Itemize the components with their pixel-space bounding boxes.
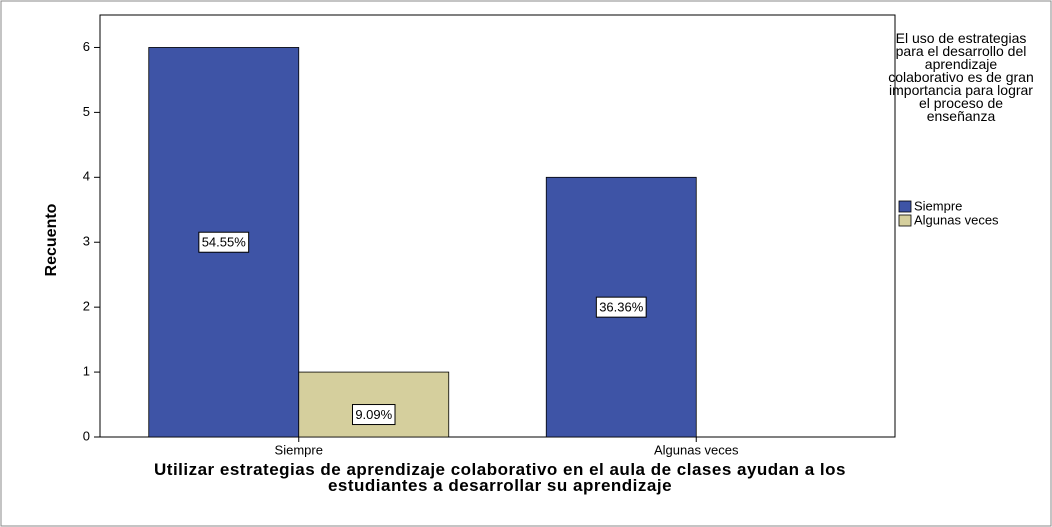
y-tick-label: 1: [83, 364, 90, 379]
y-tick-label: 0: [83, 428, 90, 443]
legend-title: El uso de estrategias para el desarrollo…: [888, 30, 1034, 124]
x-tick-label: Algunas veces: [654, 442, 739, 457]
y-tick-label: 6: [83, 39, 90, 54]
value-label: 36.36%: [599, 300, 644, 315]
y-tick-label: 4: [83, 169, 90, 184]
y-tick-label: 3: [83, 234, 90, 249]
y-tick-label: 5: [83, 104, 90, 119]
x-tick-label: Siempre: [275, 442, 323, 457]
value-label-box: [198, 231, 250, 253]
y-tick-label: 2: [83, 299, 90, 314]
value-label-box: [352, 404, 396, 426]
x-axis-title: Utilizar estrategias de aprendizaje cola…: [154, 460, 846, 495]
value-label: 9.09%: [355, 407, 392, 422]
legend-label: Siempre: [914, 198, 962, 213]
value-label-box: [595, 296, 647, 318]
legend-swatch: [898, 214, 912, 227]
y-axis-title: Recuento: [43, 203, 60, 276]
value-label: 54.55%: [202, 235, 247, 250]
legend-label: Algunas veces: [914, 212, 999, 227]
legend-swatch: [898, 200, 912, 213]
